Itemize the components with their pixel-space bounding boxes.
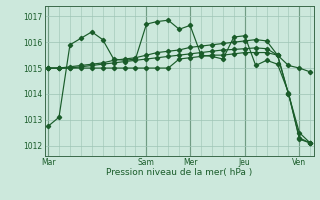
X-axis label: Pression niveau de la mer( hPa ): Pression niveau de la mer( hPa ) (106, 168, 252, 177)
